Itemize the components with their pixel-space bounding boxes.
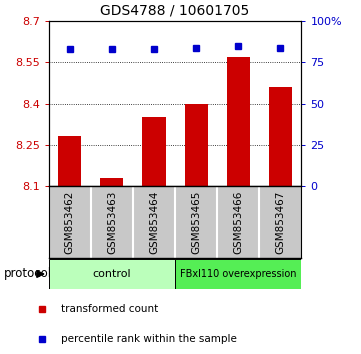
Text: protocol: protocol bbox=[4, 268, 52, 280]
Bar bbox=[58, 136, 81, 186]
Text: GSM853465: GSM853465 bbox=[191, 190, 201, 254]
Text: GSM853464: GSM853464 bbox=[149, 190, 159, 254]
Text: transformed count: transformed count bbox=[61, 304, 158, 314]
Text: GSM853467: GSM853467 bbox=[275, 190, 286, 254]
Bar bbox=[175, 259, 301, 289]
Bar bbox=[100, 178, 123, 186]
Bar bbox=[184, 103, 208, 186]
Text: GSM853466: GSM853466 bbox=[233, 190, 243, 254]
Text: GSM853462: GSM853462 bbox=[65, 190, 75, 254]
Bar bbox=[269, 87, 292, 186]
Text: FBxl110 overexpression: FBxl110 overexpression bbox=[180, 269, 296, 279]
Text: control: control bbox=[93, 269, 131, 279]
Bar bbox=[143, 117, 166, 186]
Text: GSM853463: GSM853463 bbox=[107, 190, 117, 254]
Text: percentile rank within the sample: percentile rank within the sample bbox=[61, 333, 237, 343]
Bar bbox=[227, 57, 250, 186]
Title: GDS4788 / 10601705: GDS4788 / 10601705 bbox=[100, 3, 250, 17]
Bar bbox=[49, 259, 175, 289]
